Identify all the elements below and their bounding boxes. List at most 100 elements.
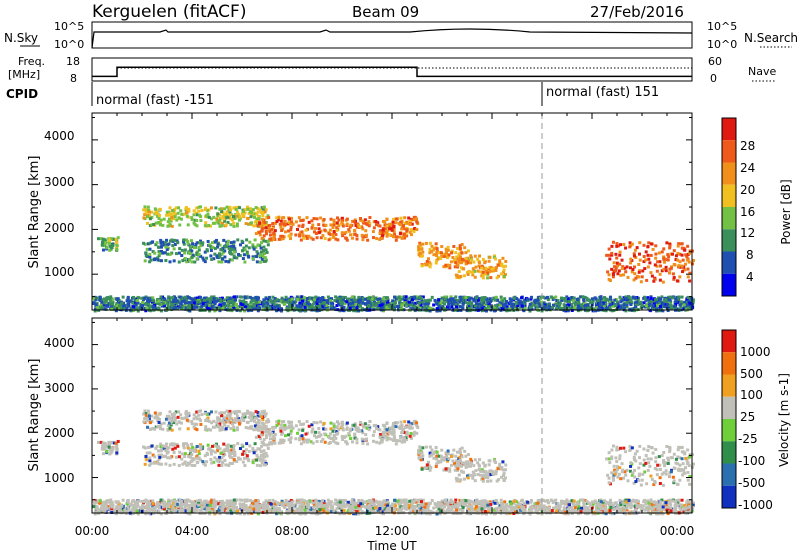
velocity-cell [612, 476, 615, 479]
power-ytick-4000: 4000 [44, 129, 75, 143]
power-bar-tick-20: 20 [740, 183, 755, 197]
power-cell [487, 305, 490, 308]
power-cell [675, 300, 678, 303]
power-cell [229, 213, 232, 216]
power-cell [264, 210, 267, 213]
power-cell [672, 296, 675, 299]
velocity-cell [337, 423, 340, 426]
velocity-cell [241, 443, 244, 446]
power-cell [529, 303, 532, 306]
power-cell [665, 241, 668, 244]
velocity-cell [469, 458, 472, 461]
power-cell [480, 304, 483, 307]
power-cell [324, 224, 327, 227]
colorbar-segment [722, 140, 736, 162]
power-cell [214, 302, 217, 305]
power-bar-tick-8: 8 [746, 248, 754, 262]
power-cell [456, 247, 459, 250]
power-cell [635, 301, 638, 304]
power-cell [537, 302, 540, 305]
power-cell [255, 255, 258, 258]
power-cell [265, 226, 268, 229]
power-cell [142, 208, 145, 211]
power-cell [146, 222, 149, 225]
power-cell [355, 234, 358, 237]
power-cell [447, 253, 450, 256]
velocity-cell [665, 469, 668, 472]
power-cell [236, 238, 239, 241]
power-cell [651, 275, 654, 278]
power-cell [106, 304, 109, 307]
power-cell [435, 251, 438, 254]
power-cell [495, 296, 498, 299]
velocity-cell [372, 440, 375, 443]
velocity-cell [216, 416, 219, 419]
velocity-cell [232, 419, 235, 422]
power-cell [420, 297, 423, 300]
power-cell [150, 241, 153, 244]
power-cell [669, 303, 672, 306]
power-cell [515, 301, 518, 304]
power-cell [323, 302, 326, 305]
power-cell [474, 255, 477, 258]
velocity-cell [301, 434, 304, 437]
power-cell [333, 221, 336, 224]
power-cell [494, 257, 497, 260]
power-cell [454, 261, 457, 264]
power-cell [333, 230, 336, 233]
power-cell [255, 206, 258, 209]
velocity-cell [680, 446, 683, 449]
power-cell [618, 296, 621, 299]
velocity-cell [425, 466, 428, 469]
power-cell [401, 303, 404, 306]
velocity-cell [222, 421, 225, 424]
power-cell [186, 211, 189, 214]
power-cell [573, 306, 576, 309]
power-cell [414, 306, 417, 309]
velocity-cell [253, 420, 256, 423]
power-cell [206, 300, 209, 303]
velocity-cell [467, 476, 470, 479]
power-cell [435, 261, 438, 264]
power-cell [195, 306, 198, 309]
power-cell [394, 221, 397, 224]
velocity-cell [191, 446, 194, 449]
velocity-cell [459, 448, 462, 451]
velocity-cell [687, 471, 690, 474]
power-cell [92, 302, 95, 305]
velocity-cell [161, 455, 164, 458]
velocity-cell [687, 479, 690, 482]
power-cell [209, 298, 212, 301]
power-cell [472, 298, 475, 301]
power-cell [189, 304, 192, 307]
power-cell [168, 243, 171, 246]
velocity-cell [405, 433, 408, 436]
power-cell [656, 301, 659, 304]
velocity-cell [474, 469, 477, 472]
velocity-cell [267, 447, 270, 450]
power-cell [319, 216, 322, 219]
date-title: 27/Feb/2016 [590, 3, 684, 21]
velocity-cell [296, 432, 299, 435]
power-cell [292, 300, 295, 303]
power-cell [111, 302, 114, 305]
power-cell [378, 297, 381, 300]
power-cell [236, 211, 239, 214]
power-cell [673, 263, 676, 266]
power-cell [423, 306, 426, 309]
power-cell [301, 230, 304, 233]
power-cell [683, 303, 686, 306]
power-cell [650, 242, 653, 245]
velocity-cell [392, 422, 395, 425]
velocity-cell [115, 451, 118, 454]
velocity-cell [470, 462, 473, 465]
power-cell [331, 226, 334, 229]
power-cell [276, 298, 279, 301]
power-cell [628, 245, 631, 248]
velocity-cell [648, 465, 651, 468]
power-cell [255, 301, 258, 304]
velocity-cell [238, 410, 241, 413]
power-cell [283, 303, 286, 306]
velocity-cell [260, 454, 263, 457]
power-cell [116, 244, 119, 247]
